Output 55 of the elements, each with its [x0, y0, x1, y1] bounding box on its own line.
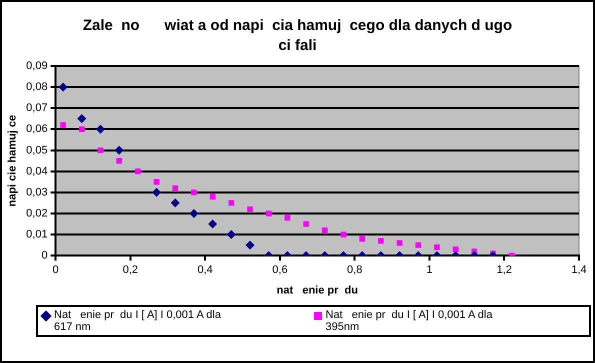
- y-tick-label: 0,06: [26, 123, 48, 136]
- point: [359, 236, 365, 242]
- point: [154, 179, 160, 185]
- point: [247, 206, 253, 212]
- legend-label: Nat enie pr du I [ A] I 0,001 A dla 617 nm: [54, 309, 222, 333]
- x-tick-label: 0: [52, 264, 59, 276]
- x-tick-label: 0,6: [272, 264, 288, 276]
- y-tick-label: 0,09: [26, 60, 48, 72]
- y-tick-label: 0,05: [26, 144, 48, 156]
- point: [96, 124, 105, 134]
- point: [114, 146, 124, 155]
- y-tick-label: 0,03: [26, 186, 48, 198]
- legend-label: Nat enie pr du I [ A] I 0,001 A dla 395nm: [326, 309, 494, 333]
- point: [191, 190, 197, 196]
- point: [228, 200, 234, 206]
- chart-title: Zale no wiat a od napi cia hamuj cego dla danych d ugo ci fali: [82, 16, 514, 56]
- point: [116, 158, 122, 164]
- x-tick-label: 1: [426, 264, 433, 276]
- point: [77, 114, 86, 124]
- point: [303, 221, 309, 227]
- y-tick-label: 0,08: [26, 81, 48, 94]
- x-tick-label: 0,2: [122, 264, 138, 276]
- x-tick-label: 1,2: [496, 264, 512, 276]
- point: [378, 238, 384, 244]
- point: [226, 230, 236, 240]
- point: [452, 246, 458, 252]
- point: [172, 185, 178, 192]
- x-axis-title: nat enie pr du: [276, 284, 358, 296]
- point: [152, 188, 162, 197]
- y-tick-label: 0,01: [26, 228, 48, 241]
- x-tick-label: 0,4: [198, 264, 213, 276]
- point: [284, 214, 290, 221]
- point: [266, 210, 272, 216]
- point: [78, 126, 85, 132]
- point: [415, 242, 422, 248]
- point: [396, 240, 402, 246]
- point: [60, 122, 66, 128]
- y-tick-label: 0: [41, 250, 48, 262]
- y-tick-label: 0,04: [26, 165, 48, 178]
- y-tick-label: 0,07: [26, 102, 48, 114]
- point: [189, 208, 198, 218]
- point: [434, 244, 440, 250]
- x-tick-label: 0,8: [347, 264, 362, 276]
- point: [208, 220, 218, 228]
- point: [98, 147, 104, 154]
- point: [135, 168, 141, 174]
- point: [210, 194, 216, 200]
- point: [170, 198, 180, 208]
- point: [322, 227, 328, 234]
- y-tick-label: 0,02: [26, 208, 48, 220]
- point: [340, 232, 346, 238]
- y-axis-title: napi cie hamuj ce: [6, 114, 19, 207]
- x-tick-label: 1,4: [571, 264, 587, 276]
- point: [246, 240, 255, 250]
- point: [58, 82, 68, 92]
